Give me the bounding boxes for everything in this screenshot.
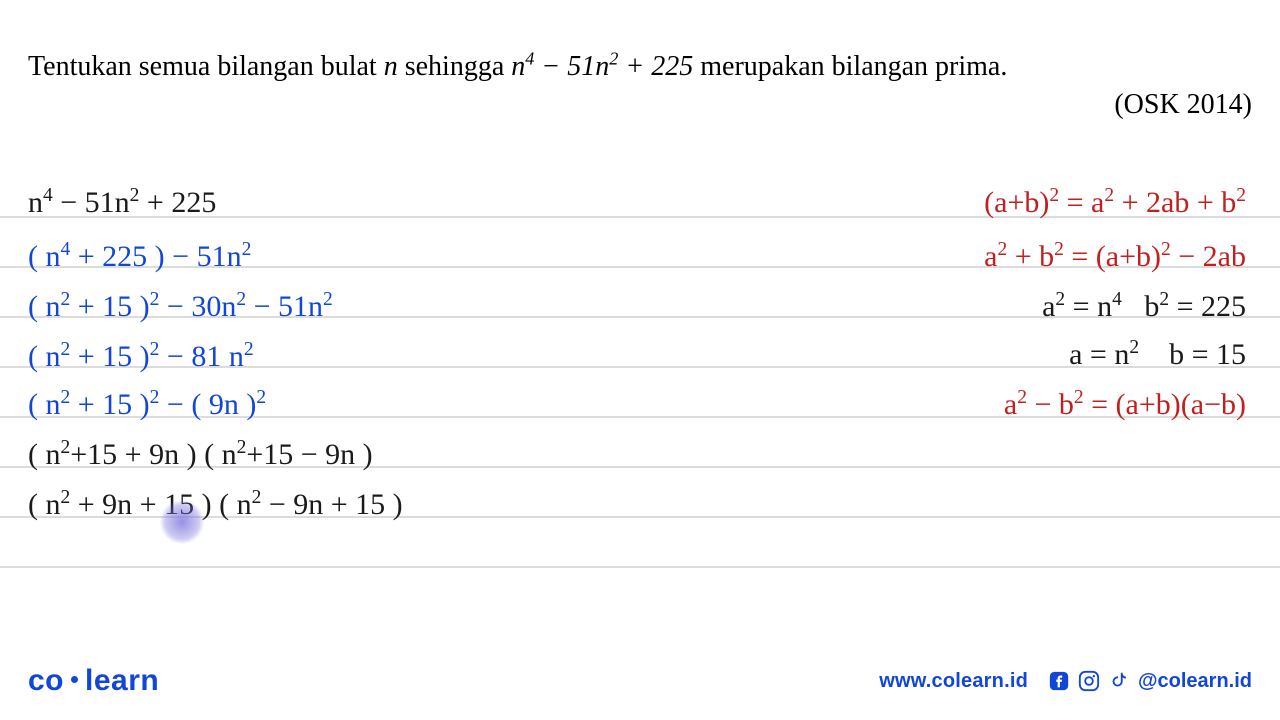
social-icons: @colearn.id <box>1048 670 1252 693</box>
tiktok-icon <box>1108 670 1130 692</box>
hand-right-line: a = n2 b = 15 <box>1069 338 1246 372</box>
footer: co learn www.colearn.id @colearn.id <box>0 664 1280 698</box>
problem-suffix: merupakan bilangan prima. <box>693 51 1007 82</box>
instagram-icon <box>1078 670 1100 692</box>
problem-line-1: Tentukan semua bilangan bulat n sehingga… <box>28 48 1252 86</box>
problem-expr: n4 − 51n2 + 225 <box>511 51 693 82</box>
problem-source: (OSK 2014) <box>28 86 1252 124</box>
hand-right-line: a2 + b2 = (a+b)2 − 2ab <box>984 240 1246 274</box>
logo-part-1: co <box>28 664 64 698</box>
problem-mid: sehingga <box>398 51 512 82</box>
problem-prefix: Tentukan semua bilangan bulat <box>28 51 384 82</box>
footer-url: www.colearn.id <box>879 670 1028 693</box>
footer-handle: @colearn.id <box>1138 670 1252 693</box>
brand-logo: co learn <box>28 664 159 698</box>
hand-left-line: ( n2+15 + 9n ) ( n2+15 − 9n ) <box>28 438 373 472</box>
footer-right: www.colearn.id @colearn.id <box>879 670 1252 693</box>
hand-right-line: a2 = n4 b2 = 225 <box>1042 290 1246 324</box>
hand-right-line: a2 − b2 = (a+b)(a−b) <box>1004 388 1246 422</box>
ruled-paper <box>0 168 1280 598</box>
problem-statement: Tentukan semua bilangan bulat n sehingga… <box>28 48 1252 124</box>
hand-left-line: ( n2 + 9n + 15 ) ( n2 − 9n + 15 ) <box>28 488 403 522</box>
logo-part-2: learn <box>85 664 159 698</box>
hand-left-line: ( n2 + 15 )2 − ( 9n )2 <box>28 388 266 422</box>
hand-left-line: ( n2 + 15 )2 − 81 n2 <box>28 340 254 374</box>
facebook-icon <box>1048 670 1070 692</box>
hand-left-line: ( n2 + 15 )2 − 30n2 − 51n2 <box>28 290 333 324</box>
problem-var: n <box>384 51 398 82</box>
hand-left-line: ( n4 + 225 ) − 51n2 <box>28 240 251 274</box>
logo-dot-icon <box>71 676 78 683</box>
hand-left-line: n4 − 51n2 + 225 <box>28 186 216 220</box>
hand-right-line: (a+b)2 = a2 + 2ab + b2 <box>984 186 1246 220</box>
